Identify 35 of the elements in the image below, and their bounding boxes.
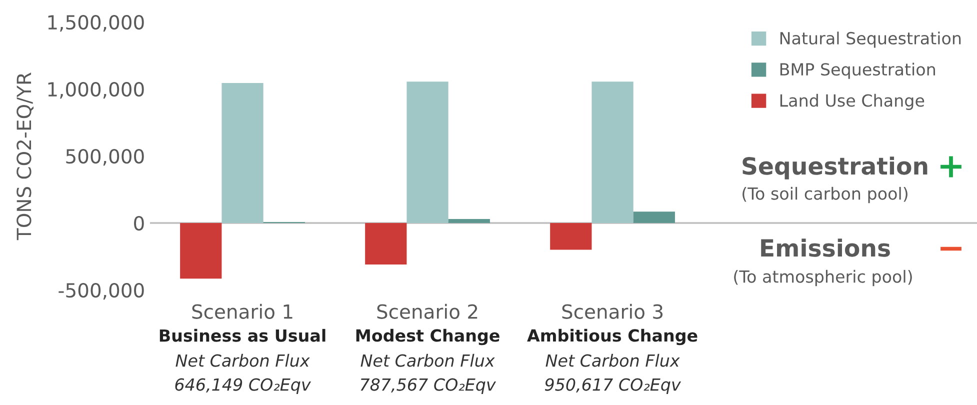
bar [222,82,264,223]
y-axis-title: TONS CO2-EQ/YR [16,72,34,240]
bar [633,212,675,223]
text: − [940,246,962,251]
text: Business as Usual [160,328,326,342]
bar [550,223,592,250]
bar [592,82,634,223]
legend-label: Natural Sequestration [780,32,961,48]
bar [406,82,448,223]
x-tick-label: Scenario 3 [562,304,663,319]
text: (To atmospheric pool) [734,270,912,286]
text: 950,617 CO₂Eqv [544,378,682,394]
text: Sequestration [742,156,928,180]
text: + [940,156,962,178]
text: Net Carbon Flux [546,354,680,367]
text: Net Carbon Flux [176,354,310,367]
text: Modest Change [356,328,500,346]
legend-label: Land Use Change [780,94,924,110]
text: Emissions [761,238,890,257]
x-tick-label: Scenario 1 [192,304,292,319]
y-tick-label: 1,000,000 [48,82,144,99]
y-tick-label: 1,500,000 [48,14,144,32]
text: 787,567 CO₂Eqv [360,378,496,394]
text: 646,149 CO₂Eqv [175,378,312,394]
bar [448,218,490,223]
text: Ambitious Change [527,328,698,346]
y-tick-label: 500,000 [66,148,144,166]
bar [365,223,407,265]
text: (To soil carbon pool) [742,186,908,204]
text: Net Carbon Flux [360,354,495,367]
y-tick-label: 0 [134,216,144,231]
bar [180,223,222,279]
y-tick-label: -500,000 [58,282,144,300]
x-tick-label: Scenario 2 [377,304,478,319]
legend-label: BMP Sequestration [780,62,935,79]
